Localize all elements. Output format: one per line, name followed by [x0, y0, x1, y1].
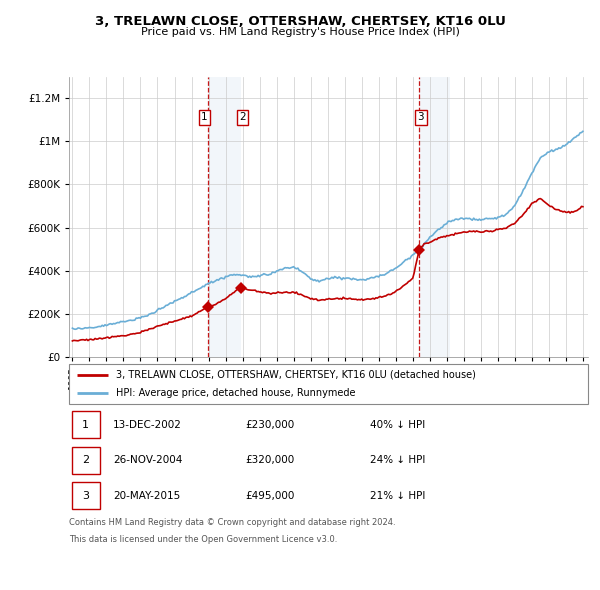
Text: 40% ↓ HPI: 40% ↓ HPI [370, 420, 425, 430]
Text: This data is licensed under the Open Government Licence v3.0.: This data is licensed under the Open Gov… [69, 535, 337, 543]
Bar [419, 77, 450, 357]
Text: £495,000: £495,000 [245, 491, 295, 500]
Text: HPI: Average price, detached house, Runnymede: HPI: Average price, detached house, Runn… [116, 388, 355, 398]
Text: 1: 1 [82, 420, 89, 430]
Text: 3, TRELAWN CLOSE, OTTERSHAW, CHERTSEY, KT16 0LU: 3, TRELAWN CLOSE, OTTERSHAW, CHERTSEY, K… [95, 15, 505, 28]
Text: 21% ↓ HPI: 21% ↓ HPI [370, 491, 425, 500]
Text: 20-MAY-2015: 20-MAY-2015 [113, 491, 181, 500]
Bar [208, 77, 241, 357]
FancyBboxPatch shape [69, 364, 588, 404]
Text: 3: 3 [82, 491, 89, 500]
Text: 2: 2 [239, 112, 246, 122]
Text: 3, TRELAWN CLOSE, OTTERSHAW, CHERTSEY, KT16 0LU (detached house): 3, TRELAWN CLOSE, OTTERSHAW, CHERTSEY, K… [116, 370, 476, 380]
FancyBboxPatch shape [71, 411, 100, 438]
Text: 1: 1 [201, 112, 208, 122]
Text: Contains HM Land Registry data © Crown copyright and database right 2024.: Contains HM Land Registry data © Crown c… [69, 518, 395, 527]
Text: 26-NOV-2004: 26-NOV-2004 [113, 455, 182, 465]
Text: 13-DEC-2002: 13-DEC-2002 [113, 420, 182, 430]
Text: Price paid vs. HM Land Registry's House Price Index (HPI): Price paid vs. HM Land Registry's House … [140, 27, 460, 37]
Text: 24% ↓ HPI: 24% ↓ HPI [370, 455, 425, 465]
FancyBboxPatch shape [71, 482, 100, 509]
FancyBboxPatch shape [71, 447, 100, 474]
Text: 2: 2 [82, 455, 89, 465]
Text: £320,000: £320,000 [245, 455, 295, 465]
Text: 3: 3 [418, 112, 424, 122]
Text: £230,000: £230,000 [245, 420, 295, 430]
